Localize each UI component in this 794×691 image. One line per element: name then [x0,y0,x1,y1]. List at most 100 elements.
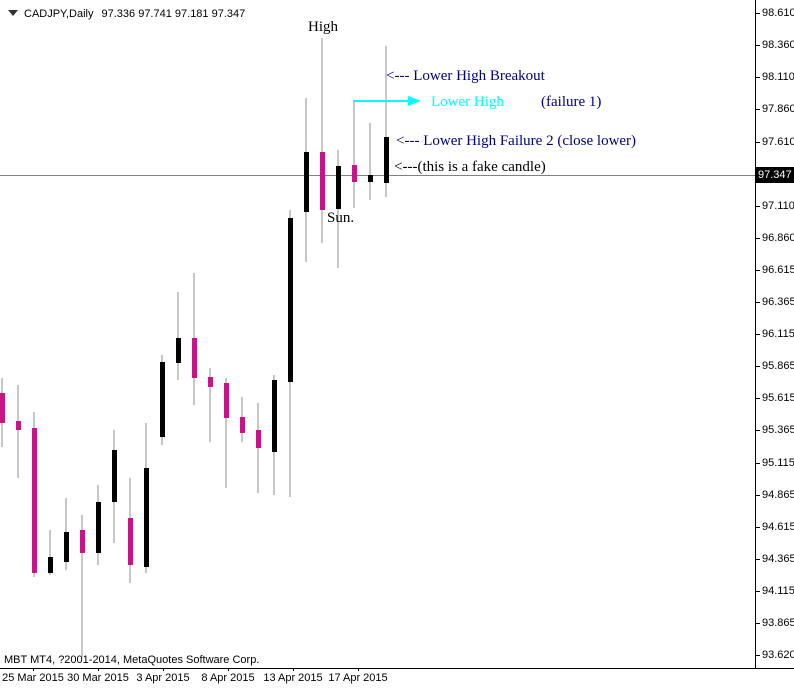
price-axis-label: 96.860 [762,232,794,244]
candle-body [176,338,181,363]
candle-body [192,338,197,378]
price-axis-tick [755,13,760,14]
current-price-line [0,175,755,176]
price-axis-label: 96.615 [762,264,794,276]
price-axis-tick [755,302,760,303]
current-price-tag: 97.347 [756,167,794,183]
chart-header: CADJPY,Daily 97.336 97.741 97.181 97.347 [24,8,245,20]
time-axis-label: 17 Apr 2015 [328,672,388,684]
candle-body [144,468,149,567]
time-axis-label: 13 Apr 2015 [263,672,323,684]
time-axis-line [0,668,794,669]
time-axis-label: 30 Mar 2015 [67,672,129,684]
copyright-text: MBT MT4, ?2001-2014, MetaQuotes Software… [4,654,260,666]
price-axis-label: 94.365 [762,553,794,565]
price-axis-label: 96.115 [762,328,794,340]
price-axis-tick [755,463,760,464]
price-axis-label: 97.610 [762,136,794,148]
candle-body [16,421,21,430]
candle-body [256,430,261,448]
price-axis-label: 98.360 [762,39,794,51]
candle-body [288,218,293,382]
price-axis-tick [755,142,760,143]
candle-body [128,518,133,565]
time-axis-tick [228,668,229,671]
candle-body [320,152,325,210]
symbol-dropdown-icon[interactable] [8,10,18,16]
chart-area[interactable]: High <--- Lower High Breakout Lower High (f… [0,0,755,668]
candle-body [96,502,101,553]
lower-high-breakout-label[interactable]: <--- Lower High Breakout [386,68,545,84]
time-axis-tick [98,668,99,671]
price-axis-label: 94.115 [762,585,794,597]
price-axis-label: 95.865 [762,360,794,372]
candle-wick [369,123,371,200]
candle-body [304,152,309,212]
lower-high-failure2-label[interactable]: <--- Lower High Failure 2 (close lower) [396,133,637,149]
price-axis-tick [755,270,760,271]
candle-body [272,380,277,452]
time-axis-tick [33,668,34,671]
candle-body [112,450,117,502]
candle-body [240,417,245,433]
price-axis-tick [755,109,760,110]
candle-body [336,166,341,209]
price-axis-tick [755,398,760,399]
candle-wick [385,46,387,197]
price-axis-tick [755,623,760,624]
price-axis-tick [755,430,760,431]
symbol-title: CADJPY,Daily [24,8,94,20]
candle-body [208,377,213,387]
time-axis-label: 25 Mar 2015 [2,672,64,684]
candle-wick [49,530,51,575]
price-axis-tick [755,238,760,239]
time-axis-tick [358,668,359,671]
candle-wick [225,378,227,488]
candle-wick [337,150,339,268]
fake-candle-label[interactable]: <---(this is a fake candle) [394,159,546,175]
candle-body [352,165,357,182]
price-axis-label: 93.865 [762,617,794,629]
candle-wick [257,403,259,493]
price-axis-label: 93.620 [762,649,794,661]
lower-high-arrow-line[interactable] [353,100,409,102]
failure1-label[interactable]: (failure 1) [541,94,602,110]
candle-body [32,428,37,573]
price-axis-label: 97.860 [762,103,794,115]
price-axis-label: 94.615 [762,521,794,533]
candle-wick [353,101,355,208]
lower-high-arrow-head[interactable] [408,96,421,106]
high-label[interactable]: High [308,19,338,35]
price-axis-tick [755,559,760,560]
candle-body [160,362,165,437]
candle-body [48,557,53,573]
candle-body [80,530,85,553]
candle-body [64,532,69,562]
price-axis-tick [755,45,760,46]
candle-wick [177,292,179,380]
price-axis-label: 95.615 [762,392,794,404]
time-axis-label: 8 Apr 2015 [201,672,255,684]
price-axis-label: 95.115 [762,457,794,469]
sun-label[interactable]: Sun. [327,210,355,226]
price-axis-label: 98.610 [762,7,794,19]
candle-body [0,393,5,423]
candle-wick [81,515,83,657]
price-axis-tick [755,206,760,207]
price-axis-label: 95.365 [762,424,794,436]
price-axis-tick [755,366,760,367]
lower-high-label[interactable]: Lower High [431,94,504,110]
candle-body [368,175,373,182]
price-axis-tick [755,495,760,496]
price-axis-tick [755,591,760,592]
candle-wick [321,38,323,243]
price-axis-label: 97.110 [762,200,794,212]
time-axis-label: 3 Apr 2015 [136,672,190,684]
candle-wick [209,368,211,442]
ohlc-readout: 97.336 97.741 97.181 97.347 [101,8,246,20]
price-axis-label: 96.365 [762,296,794,308]
time-axis-tick [293,668,294,671]
price-axis-tick [755,334,760,335]
time-axis-tick [163,668,164,671]
